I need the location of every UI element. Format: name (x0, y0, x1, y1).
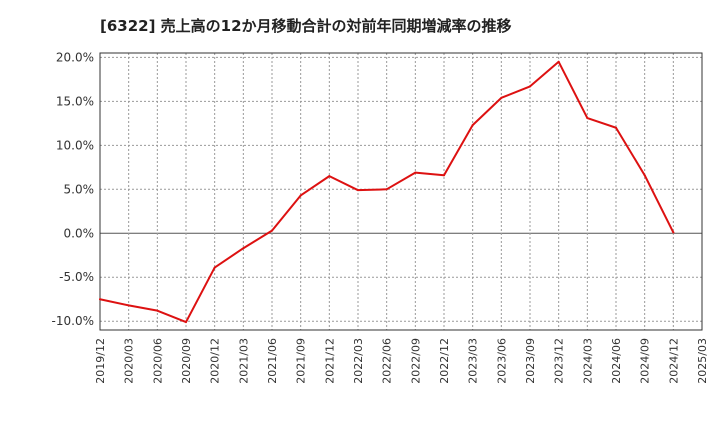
x-tick-label: 2020/12 (209, 338, 222, 384)
data-point (242, 247, 245, 250)
data-point (643, 174, 646, 177)
x-tick-label: 2022/06 (381, 338, 394, 384)
data-point (185, 321, 187, 324)
x-tick-label: 2023/03 (467, 338, 480, 384)
x-tick-label: 2023/06 (495, 338, 508, 384)
data-point (443, 174, 445, 177)
x-tick-label: 2020/06 (151, 338, 164, 384)
data-point (529, 85, 531, 88)
y-tick-label: -5.0% (59, 270, 94, 284)
x-tick-label: 2023/09 (524, 338, 537, 384)
data-point (414, 171, 417, 174)
y-tick-label: 20.0% (56, 50, 94, 64)
y-tick-label: 0.0% (64, 226, 95, 240)
data-point (385, 188, 388, 191)
x-tick-label: 2021/09 (295, 338, 308, 384)
x-tick-label: 2024/06 (610, 338, 623, 384)
x-tick-label: 2023/12 (553, 338, 566, 384)
y-tick-label: 15.0% (56, 94, 94, 108)
data-point (299, 194, 302, 197)
x-tick-label: 2020/09 (180, 338, 193, 384)
x-tick-label: 2021/12 (323, 338, 336, 384)
x-tick-label: 2022/09 (409, 338, 422, 384)
x-tick-label: 2020/03 (123, 338, 136, 384)
plot-area (100, 53, 702, 330)
x-tick-label: 2021/06 (266, 338, 279, 384)
data-point (99, 298, 101, 301)
x-tick-label: 2024/03 (581, 338, 594, 384)
x-tick-label: 2025/03 (696, 338, 709, 384)
data-point (271, 229, 273, 232)
plot-frame (99, 52, 703, 331)
y-tick-label: 5.0% (64, 182, 95, 196)
data-point (471, 124, 474, 127)
x-tick-label: 2022/12 (438, 338, 451, 384)
x-tick-label: 2022/03 (352, 338, 365, 384)
data-point (557, 60, 560, 63)
data-point (586, 117, 589, 120)
data-point (672, 231, 675, 234)
data-point (615, 126, 617, 129)
x-tick-label: 2024/12 (667, 338, 680, 384)
data-point (156, 309, 159, 312)
x-tick-label: 2019/12 (94, 338, 107, 384)
data-point (213, 266, 216, 269)
data-point (357, 189, 359, 192)
y-tick-label: 10.0% (56, 138, 94, 152)
data-point (500, 96, 503, 99)
data-point (127, 304, 130, 307)
x-tick-label: 2024/09 (639, 338, 652, 384)
chart-title: [6322] 売上高の12か月移動合計の対前年同期増減率の推移 (100, 17, 512, 35)
y-tick-label: -10.0% (52, 314, 94, 328)
x-tick-label: 2021/03 (237, 338, 250, 384)
data-point (328, 175, 331, 178)
